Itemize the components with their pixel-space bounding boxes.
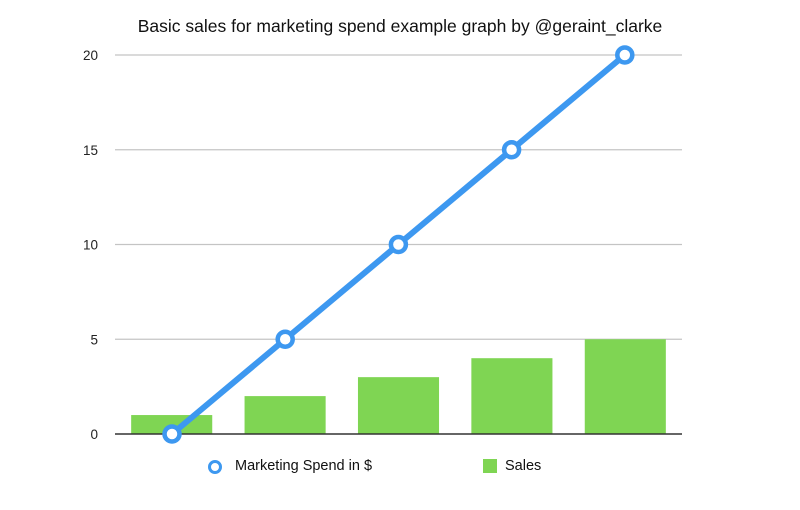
marketing-spend-point — [162, 424, 182, 444]
y-tick-label: 10 — [83, 238, 98, 253]
y-tick-label: 20 — [83, 48, 98, 63]
marketing-spend-point — [615, 45, 635, 65]
sales-bar — [244, 396, 326, 434]
marketing-spend-point — [275, 329, 295, 349]
marketing-spend-line-series — [162, 45, 635, 444]
y-tick-label: 15 — [83, 143, 98, 158]
chart-title: Basic sales for marketing spend example … — [137, 16, 663, 36]
gridlines — [115, 54, 682, 340]
y-axis-tick-labels: 0 5 10 15 20 — [83, 48, 98, 442]
y-tick-label: 5 — [90, 332, 98, 347]
sales-bars — [131, 339, 666, 434]
legend-line-swatch — [205, 458, 227, 474]
sales-bar — [357, 377, 440, 434]
legend-item-marketing-spend: Marketing Spend in $ — [205, 458, 372, 474]
legend-label-marketing-spend: Marketing Spend in $ — [235, 458, 373, 474]
legend-bar-swatch — [483, 459, 497, 473]
legend-item-sales: Sales — [483, 458, 541, 474]
legend-label-sales: Sales — [505, 458, 542, 474]
marketing-spend-point — [388, 234, 409, 255]
legend: Marketing Spend in $ Sales — [0, 458, 800, 482]
y-tick-label: 0 — [90, 427, 98, 442]
sales-bar — [471, 358, 553, 434]
marketing-spend-point — [501, 140, 522, 160]
sales-bar — [584, 339, 666, 434]
